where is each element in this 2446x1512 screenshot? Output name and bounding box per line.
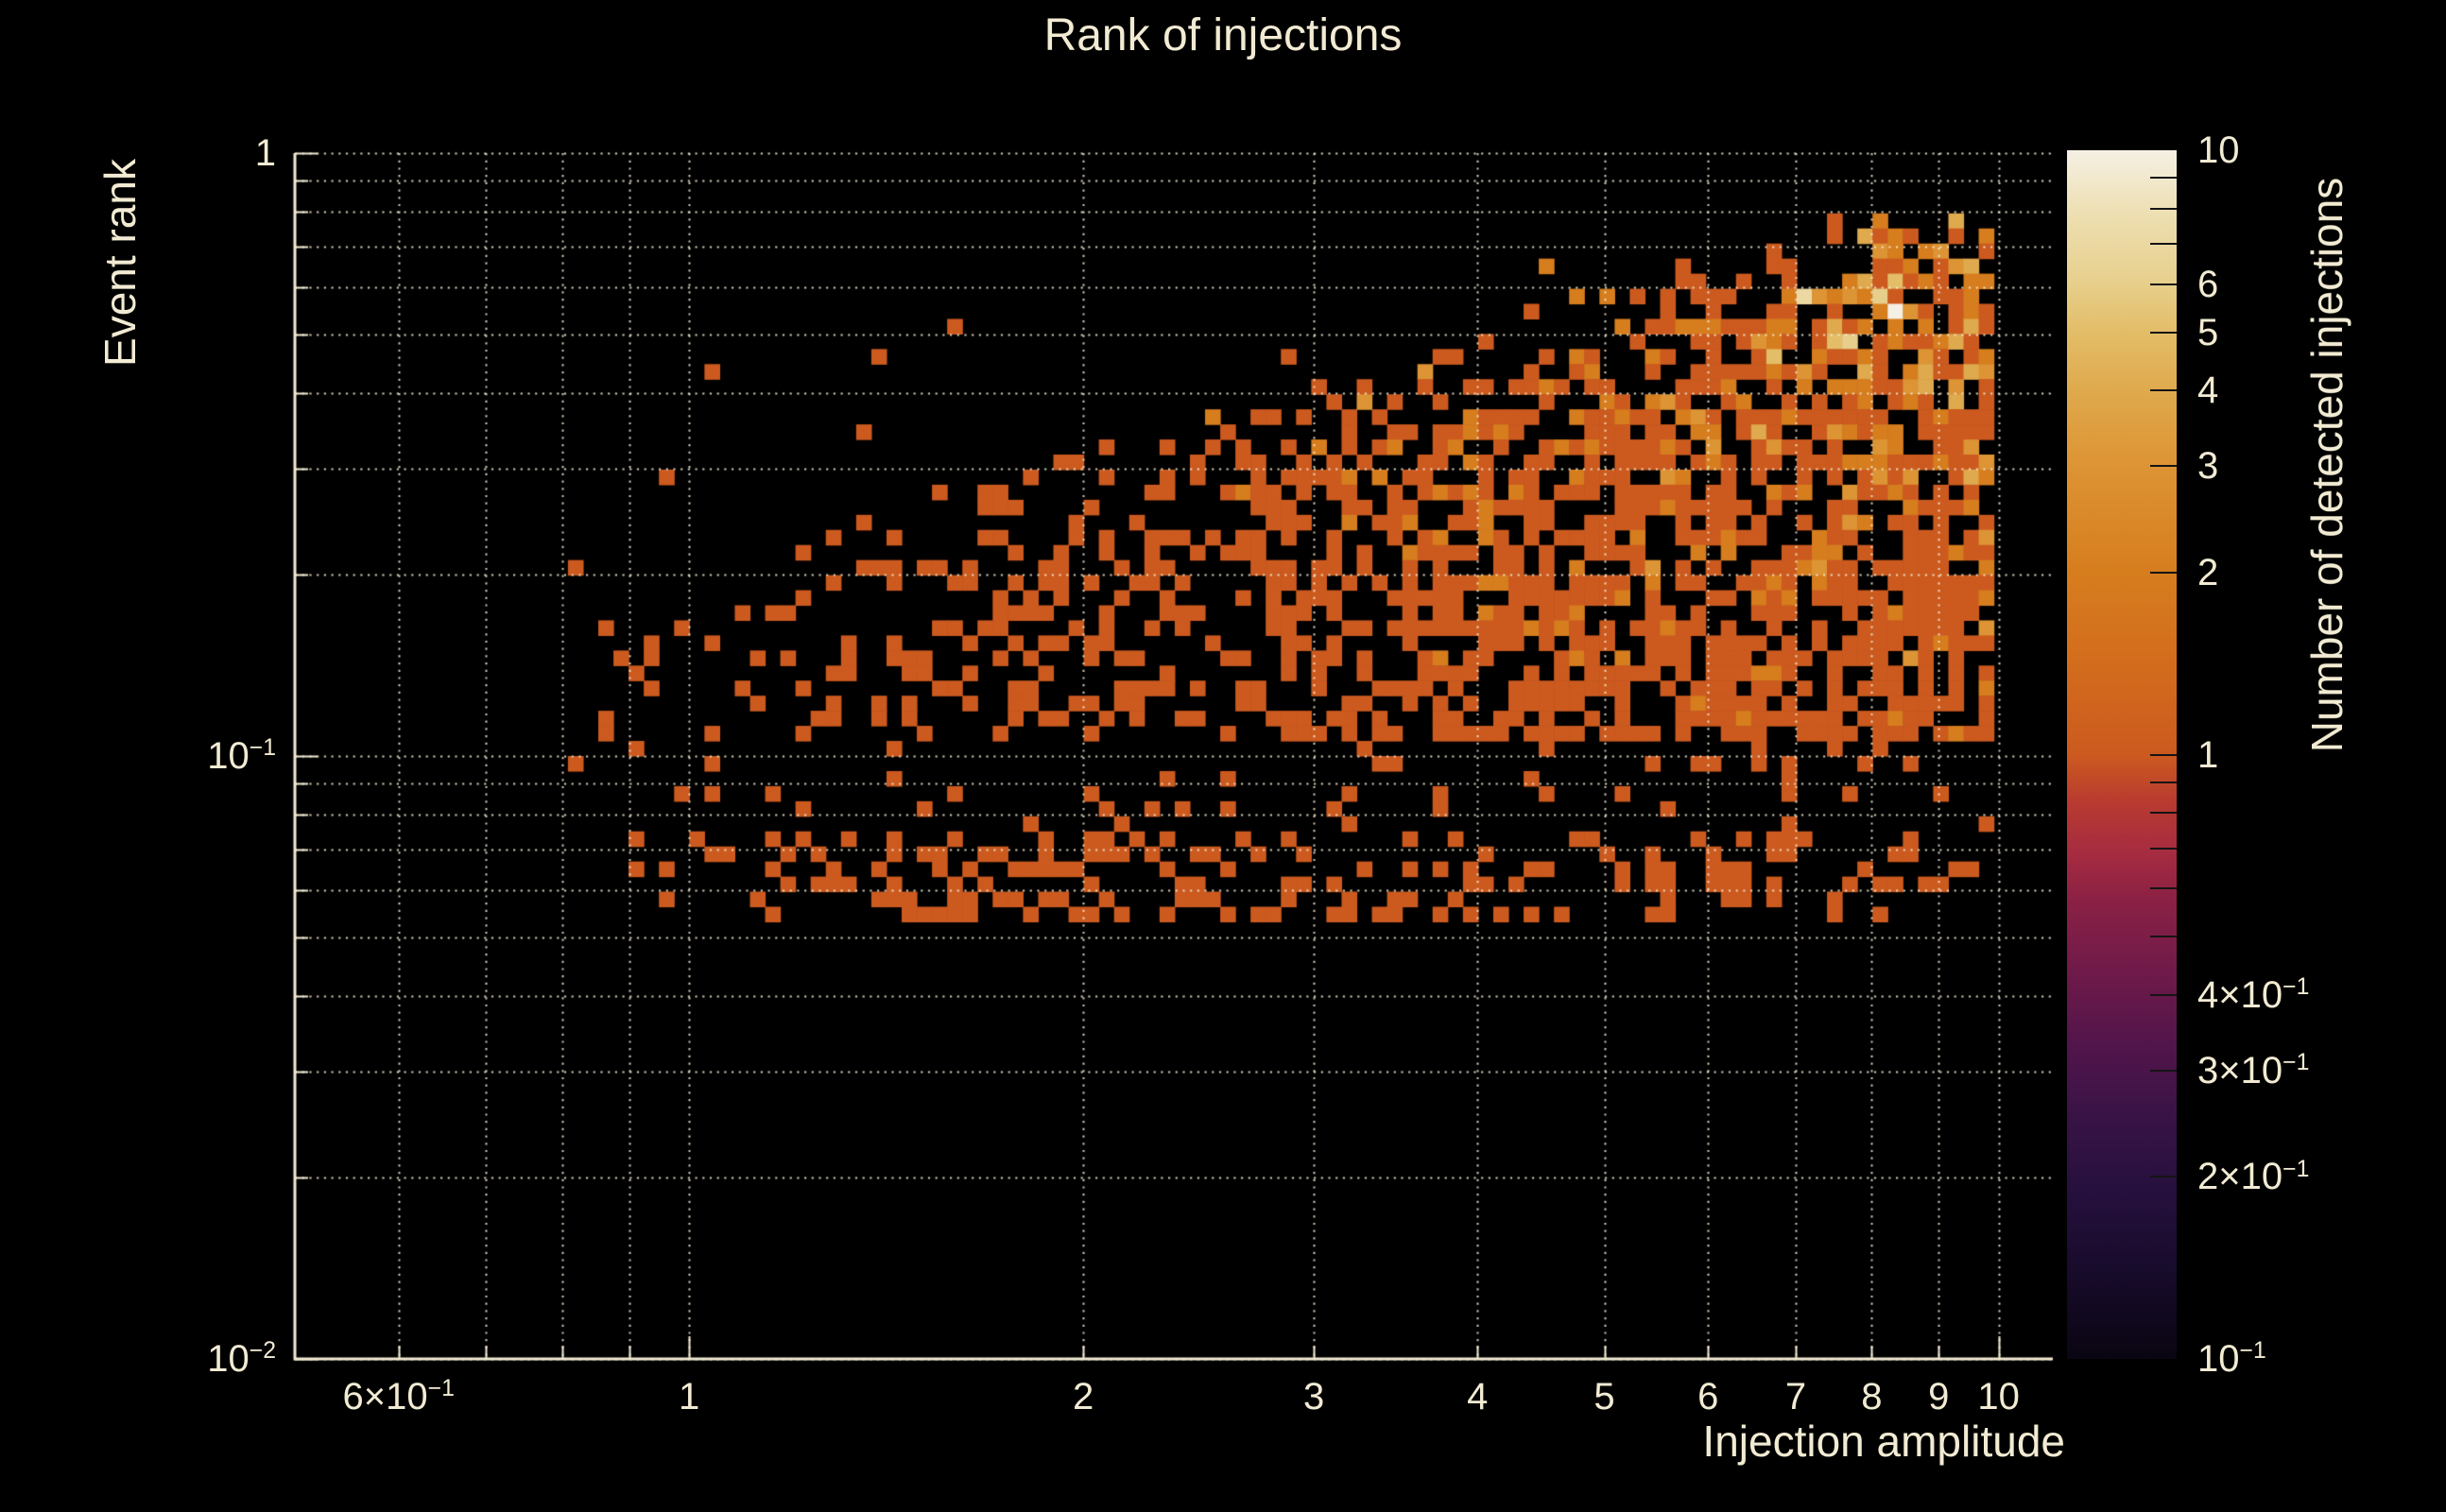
colorbar-tick-label: 3 (2197, 447, 2218, 485)
colorbar-tick-label-text: 2 (2197, 551, 2219, 593)
colorbar-tick-label: 6 (2197, 266, 2218, 303)
x-axis-tick-label: 6×10−1 (342, 1376, 455, 1418)
x-axis-tick-label-text: 7 (1784, 1376, 1807, 1418)
y-axis-tick-label: 10−2 (207, 1338, 276, 1380)
x-axis-tick-label: 9 (1928, 1378, 1949, 1416)
colorbar-tick-mark (2150, 812, 2177, 815)
y-axis-tick-label-exponent: −1 (249, 735, 276, 762)
y-axis-tick-label: 1 (255, 134, 276, 172)
x-axis-tick-label: 2 (1073, 1378, 1094, 1416)
y-axis-tick-label: 10−1 (207, 735, 276, 777)
colorbar-tick-label-text: 6 (2197, 263, 2219, 305)
colorbar-tick-label-text: 3×10 (2197, 1049, 2283, 1091)
colorbar-tick-label: 10−1 (2197, 1338, 2266, 1380)
colorbar-tick-label-exponent: −1 (2282, 1156, 2310, 1182)
colorbar-tick-mark (2150, 1176, 2177, 1178)
colorbar-tick-label-text: 4 (2197, 369, 2219, 412)
colorbar-tick-label: 10 (2197, 131, 2240, 169)
colorbar-tick-label-exponent: −1 (2239, 1338, 2266, 1365)
y-axis-tick-label-text: 10 (207, 735, 250, 777)
y-axis-tick-label-exponent: −2 (249, 1338, 276, 1365)
y-axis-title: Event rank (95, 159, 145, 367)
x-axis-tick-label: 5 (1593, 1378, 1614, 1416)
colorbar-tick-label-text: 4×10 (2197, 973, 2283, 1016)
colorbar-tick-mark (2150, 887, 2177, 890)
colorbar-tick-mark (2150, 781, 2177, 783)
x-axis-tick-label-text: 3 (1303, 1376, 1325, 1418)
x-axis-title: Injection amplitude (1702, 1417, 2065, 1466)
x-axis-tick-label: 8 (1861, 1378, 1882, 1416)
colorbar-tick-mark (2150, 1069, 2177, 1072)
x-axis-tick-label-exponent: −1 (427, 1376, 455, 1402)
colorbar-tick-mark (2150, 753, 2177, 756)
x-axis-tick-label: 4 (1467, 1378, 1488, 1416)
colorbar-tick-mark (2150, 465, 2177, 468)
colorbar-tick-label: 1 (2197, 736, 2218, 774)
x-axis-tick-label: 3 (1303, 1378, 1324, 1416)
x-axis-tick-label-text: 9 (1928, 1376, 1950, 1418)
colorbar-tick-mark (2150, 571, 2177, 574)
colorbar-tick-label-text: 3 (2197, 445, 2219, 488)
colorbar-tick-label-text: 2×10 (2197, 1156, 2283, 1198)
x-axis-tick-label-text: 1 (678, 1376, 700, 1418)
colorbar-tick-mark (2150, 283, 2177, 285)
colorbar-tick-label: 5 (2197, 314, 2218, 352)
colorbar-tick-mark (2150, 243, 2177, 246)
colorbar-tick-label-text: 1 (2197, 733, 2219, 776)
colorbar-tick-mark (2150, 207, 2177, 210)
colorbar-tick-mark (2150, 993, 2177, 996)
colorbar-tick-label-text: 10 (2197, 1338, 2240, 1380)
colorbar-tick-label: 4×10−1 (2197, 973, 2310, 1016)
x-axis-tick-label-text: 8 (1861, 1376, 1883, 1418)
colorbar-tick-label: 2 (2197, 554, 2218, 592)
colorbar-tick-mark (2150, 389, 2177, 392)
x-axis-tick-label: 10 (1977, 1378, 2020, 1416)
colorbar-tick-label-text: 10 (2197, 129, 2240, 171)
x-axis-tick-label: 1 (679, 1378, 699, 1416)
x-axis-tick-label-text: 2 (1073, 1376, 1094, 1418)
colorbar-tick-mark (2150, 936, 2177, 937)
colorbar-tick-mark (2150, 847, 2177, 850)
colorbar-tick-mark (2150, 177, 2177, 180)
x-axis-tick-label-text: 6×10 (342, 1376, 428, 1418)
y-axis-tick-label-text: 10 (207, 1338, 250, 1380)
x-axis-tick-label-text: 6 (1697, 1376, 1719, 1418)
colorbar-title: Number of detected injections (2302, 177, 2351, 753)
x-axis-tick-label-text: 10 (1977, 1376, 2020, 1418)
colorbar-tick-label-exponent: −1 (2282, 974, 2310, 1001)
colorbar (2067, 150, 2177, 1359)
colorbar-tick-label: 2×10−1 (2197, 1156, 2310, 1198)
colorbar-tick-label-text: 5 (2197, 311, 2219, 353)
x-axis-tick-label-text: 5 (1593, 1376, 1615, 1418)
chart-title: Rank of injections (1043, 10, 1403, 60)
y-axis-tick-label-text: 1 (254, 132, 276, 174)
x-axis-tick-label: 7 (1785, 1378, 1806, 1416)
colorbar-tick-label-exponent: −1 (2282, 1050, 2310, 1076)
x-axis-tick-label: 6 (1697, 1378, 1718, 1416)
colorbar-tick-label: 3×10−1 (2197, 1049, 2310, 1091)
colorbar-tick-mark (2150, 331, 2177, 334)
x-axis-tick-label-text: 4 (1467, 1376, 1489, 1418)
colorbar-tick-label: 4 (2197, 371, 2218, 409)
